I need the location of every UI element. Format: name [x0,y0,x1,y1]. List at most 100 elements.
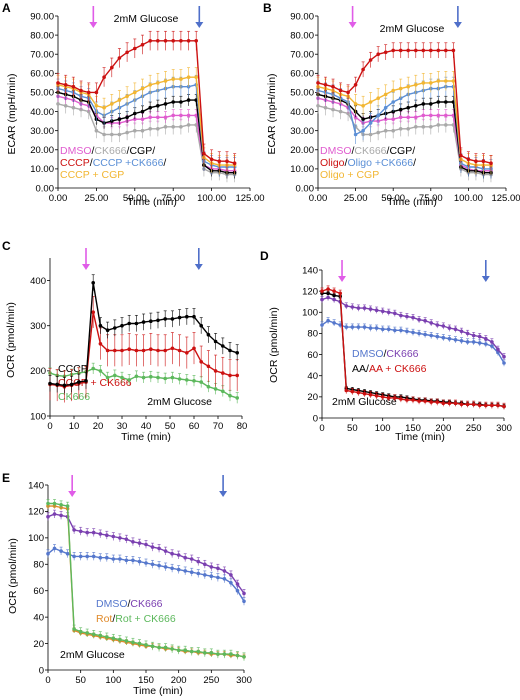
data-point-a-0-5 [94,128,99,133]
data-point-a-2-11 [140,109,145,114]
legend-entry-d-1-1: / [366,363,369,375]
data-point-d-3-28 [490,403,494,408]
data-point-d-0-1 [326,318,330,323]
data-point-d-3-30 [502,404,506,409]
data-point-c-2-12 [134,321,139,326]
data-point-a-5-3 [79,88,83,93]
data-point-d-0-9 [374,326,379,330]
y-tick-label-b-4: 40.00 [290,107,314,118]
y-tick-label-b-0: 0.00 [296,183,315,194]
legend-entry-e-1-0: Rot [96,613,112,625]
data-point-b-1-13 [414,115,418,120]
data-point-e-3-25 [209,651,214,655]
data-point-b-5-21 [474,159,478,163]
data-point-a-5-7 [110,65,114,70]
data-point-c-2-0 [48,381,52,386]
data-point-a-4-13 [156,81,160,85]
data-point-b-1-16 [436,113,441,118]
data-point-d-3-24 [465,402,470,407]
data-point-a-0-10 [133,128,137,133]
x-tick-label-d-3: 150 [405,423,421,434]
series-line-e-1 [47,513,245,594]
y-tick-label-d-4: 80 [307,329,318,340]
data-point-b-5-23 [489,161,493,165]
data-point-e-0-16 [150,562,155,567]
x-axis-title-b: Time (min) [387,196,437,208]
injection-arrow-head-c-1 [194,264,203,270]
data-point-c-1-21 [199,360,203,364]
data-point-c-2-14 [149,319,153,324]
data-point-e-0-29 [235,588,240,593]
y-tick-label-e-6: 120 [28,507,44,518]
data-point-c-0-15 [156,375,160,380]
data-point-d-3-3 [338,291,343,296]
legend-entry-b-0-0: DMSO [320,145,352,157]
data-point-b-1-11 [398,115,403,120]
data-point-d-1-14 [405,314,409,319]
y-tick-label-a-8: 80.00 [30,30,54,41]
data-point-e-1-29 [235,582,240,586]
data-point-c-0-23 [213,387,218,391]
data-point-a-4-18 [194,75,198,79]
data-point-b-2-14 [421,102,426,106]
legend-entry-d-1-2: AA + CK666 [369,363,427,375]
x-axis-title-e: Time (min) [133,685,183,697]
y-tick-label-e-4: 80 [33,560,44,571]
legend-entry-a-1-2: CCCP +CK666 [93,157,164,169]
data-point-c-2-6 [91,281,95,285]
data-point-a-5-16 [179,39,183,43]
data-point-e-3-3 [65,504,70,508]
data-point-b-4-11 [398,86,403,91]
data-point-d-1-15 [411,315,415,320]
data-point-c-2-4 [77,380,81,384]
data-point-a-0-16 [179,125,183,129]
panel-e: E OCR (pmol/min) Time (min) 2mM Glucose … [2,471,252,697]
data-point-d-0-21 [447,336,452,341]
data-point-a-5-8 [117,56,122,60]
data-point-b-5-19 [459,153,463,158]
data-point-b-5-1 [323,83,328,87]
data-point-e-3-13 [131,640,135,645]
x-tick-label-c-6: 60 [189,421,200,432]
x-tick-label-e-6: 300 [236,675,252,686]
data-point-e-1-23 [196,559,201,564]
data-point-a-5-6 [102,75,106,79]
legend-line-b-3: Oligo + CGP [320,169,379,181]
data-point-c-1-12 [134,348,139,353]
legend-line-a-2: CCCP/CCCP +CK666/ [60,157,166,169]
legend-entry-d-0-0: DMSO [352,348,384,360]
data-point-a-2-12 [148,105,152,110]
data-point-e-0-12 [124,558,129,563]
data-point-d-0-20 [441,335,446,340]
y-tick-label-e-7: 140 [28,480,44,491]
data-point-e-0-25 [209,574,214,578]
legend-entry-b-1-1: / [345,157,348,169]
data-point-e-3-11 [118,637,122,642]
data-point-e-0-23 [196,571,201,576]
data-point-d-1-21 [447,326,452,330]
data-point-a-4-11 [140,86,145,91]
data-point-e-0-0 [46,551,50,556]
x-tick-label-b-2: 50.00 [381,193,405,204]
data-point-d-1-5 [350,305,355,309]
legend-entry-a-1-3: / [163,157,166,169]
data-point-d-1-26 [477,334,482,339]
data-point-a-5-17 [186,39,191,43]
data-point-e-0-3 [65,551,70,556]
data-point-a-2-16 [179,100,183,104]
data-point-c-1-14 [149,347,153,352]
data-point-c-2-23 [213,339,218,344]
data-point-d-3-16 [417,399,421,403]
data-point-e-3-27 [222,652,227,656]
data-point-e-3-26 [216,652,220,656]
data-point-b-4-10 [391,88,396,93]
data-point-e-3-0 [46,501,50,506]
data-point-b-5-2 [331,84,335,89]
x-tick-label-a-4: 100.00 [197,193,226,204]
legend-entry-c-2-0: CK666 [58,391,90,403]
data-point-e-1-28 [229,573,233,577]
data-point-a-4-17 [186,75,191,79]
y-tick-label-d-7: 140 [302,265,318,276]
data-point-a-4-12 [148,83,152,87]
y-tick-label-b-5: 50.00 [290,88,314,99]
